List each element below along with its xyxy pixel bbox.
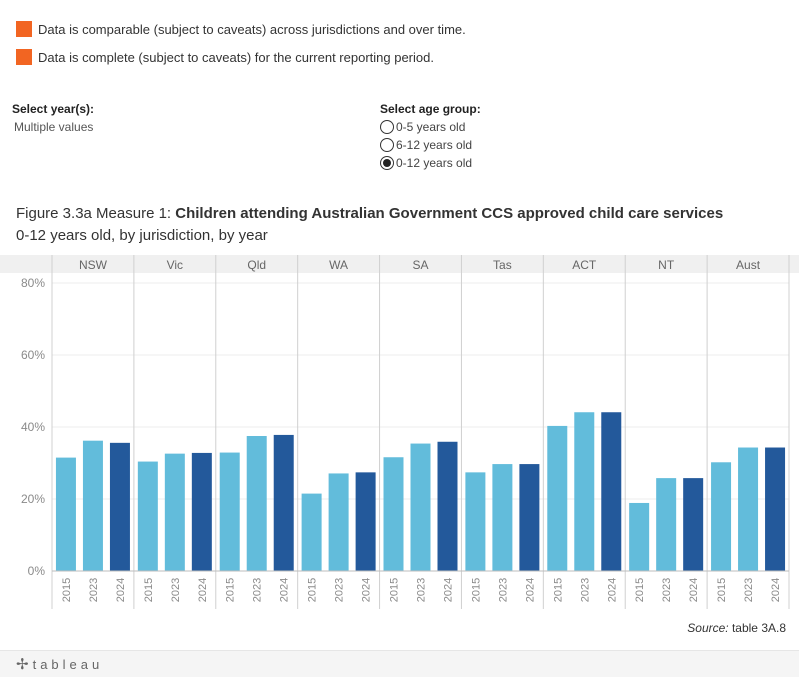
bar-tas-2015 (465, 472, 486, 571)
panel-header-band (0, 255, 799, 273)
panel-header-wa: WA (329, 258, 348, 272)
x-tick-label: 2024 (361, 578, 373, 602)
radio-button[interactable] (380, 120, 394, 134)
legend-item-complete: Data is complete (subject to caveats) fo… (16, 49, 434, 65)
legend-label: Data is comparable (subject to caveats) … (38, 21, 466, 37)
figure-prefix: Figure 3.3a Measure 1: (16, 205, 176, 222)
panel-header-act: ACT (572, 258, 597, 272)
bar-nt-2024 (683, 478, 704, 571)
x-tick-label: 2015 (61, 578, 73, 602)
radio-label: 0-5 years old (396, 120, 466, 134)
x-tick-label: 2024 (688, 578, 700, 602)
bar-aust-2024 (765, 447, 786, 571)
tableau-footer: ✢ tableau (0, 650, 799, 677)
x-tick-label: 2024 (770, 578, 782, 602)
x-tick-label: 2023 (170, 578, 182, 602)
age-option-0-12[interactable]: 0-12 years old (380, 154, 472, 172)
figure-title: Figure 3.3a Measure 1: Children attendin… (16, 203, 723, 247)
bar-nsw-2023 (82, 440, 103, 571)
bar-act-2015 (547, 425, 568, 571)
x-tick-label: 2024 (279, 578, 291, 602)
radio-button[interactable] (380, 138, 394, 152)
x-tick-label: 2024 (115, 578, 127, 602)
tableau-logo-text: tableau (32, 656, 104, 672)
bar-wa-2015 (301, 493, 322, 571)
bar-vic-2024 (191, 452, 212, 571)
bar-act-2023 (574, 412, 595, 571)
x-tick-label: 2023 (252, 578, 264, 602)
y-tick-label: 60% (21, 348, 45, 362)
panel-header-vic: Vic (167, 258, 183, 272)
bar-sa-2015 (383, 457, 404, 571)
x-tick-label: 2024 (606, 578, 618, 602)
figure-title-bold: Children attending Australian Government… (175, 205, 724, 222)
bar-qld-2015 (219, 452, 240, 571)
x-tick-label: 2023 (416, 578, 428, 602)
x-tick-label: 2023 (334, 578, 346, 602)
bar-vic-2023 (164, 453, 185, 571)
x-tick-label: 2015 (470, 578, 482, 602)
bar-qld-2024 (273, 434, 294, 571)
panel-header-nsw: NSW (79, 258, 108, 272)
x-tick-label: 2023 (743, 578, 755, 602)
bar-nsw-2024 (109, 442, 130, 571)
y-tick-label: 20% (21, 492, 45, 506)
panel-header-aust: Aust (736, 258, 761, 272)
x-tick-label: 2015 (716, 578, 728, 602)
radio-label: 6-12 years old (396, 138, 473, 152)
year-filter-value[interactable]: Multiple values (14, 120, 94, 134)
bar-vic-2015 (137, 461, 158, 571)
bar-aust-2023 (738, 447, 759, 571)
tableau-logo[interactable]: ✢ tableau (16, 655, 103, 673)
tableau-logo-icon: ✢ (16, 656, 29, 673)
bar-nsw-2015 (55, 457, 76, 571)
legend-label: Data is complete (subject to caveats) fo… (38, 49, 434, 65)
age-filter-title: Select age group: (380, 102, 481, 116)
bar-sa-2024 (437, 441, 458, 571)
panel-header-qld: Qld (247, 258, 266, 272)
radio-button-selected[interactable] (380, 156, 394, 170)
x-tick-label: 2015 (307, 578, 319, 602)
bar-wa-2023 (328, 473, 349, 571)
age-option-6-12[interactable]: 6-12 years old (380, 136, 472, 154)
panel-header-sa: SA (412, 258, 428, 272)
x-tick-label: 2023 (88, 578, 100, 602)
bar-nt-2023 (656, 478, 677, 571)
bar-tas-2024 (519, 464, 540, 571)
x-tick-label: 2024 (443, 578, 455, 602)
bar-act-2024 (601, 412, 622, 571)
source-label: Source: (687, 621, 729, 635)
bar-aust-2015 (711, 462, 732, 571)
radio-label: 0-12 years old (396, 156, 473, 170)
bar-qld-2023 (246, 436, 267, 571)
x-tick-label: 2015 (634, 578, 646, 602)
bar-sa-2023 (410, 443, 431, 571)
x-tick-label: 2015 (225, 578, 237, 602)
x-tick-label: 2023 (579, 578, 591, 602)
source-note: Source: table 3A.8 (687, 621, 786, 635)
bar-tas-2023 (492, 464, 513, 571)
source-text: table 3A.8 (728, 621, 786, 635)
y-tick-label: 80% (21, 276, 45, 290)
x-tick-label: 2015 (143, 578, 155, 602)
age-option-0-5[interactable]: 0-5 years old (380, 118, 465, 136)
panel-header-nt: NT (658, 258, 675, 272)
year-filter-title: Select year(s): (12, 102, 95, 116)
x-tick-label: 2015 (552, 578, 564, 602)
comparable-swatch (16, 21, 32, 37)
bar-wa-2024 (355, 472, 376, 571)
x-tick-label: 2023 (661, 578, 673, 602)
bar-chart: 0% 20% 40% 60% 80% NSW 2015 2023 2024 Vic 2015 2023… (0, 255, 799, 609)
bar-nt-2015 (629, 502, 650, 571)
x-tick-label: 2023 (497, 578, 509, 602)
x-tick-label: 2024 (524, 578, 536, 602)
legend-item-comparable: Data is comparable (subject to caveats) … (16, 21, 466, 37)
figure-subtitle: 0-12 years old, by jurisdiction, by year (16, 227, 268, 244)
panel-header-tas: Tas (493, 258, 512, 272)
x-tick-label: 2015 (389, 578, 401, 602)
complete-swatch (16, 49, 32, 65)
x-tick-label: 2024 (197, 578, 209, 602)
y-tick-label: 0% (28, 564, 46, 578)
y-tick-label: 40% (21, 420, 45, 434)
